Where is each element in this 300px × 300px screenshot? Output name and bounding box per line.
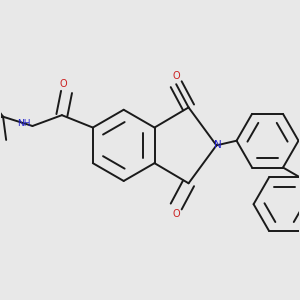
Text: O: O xyxy=(172,71,180,82)
Text: NH: NH xyxy=(17,119,31,128)
Text: O: O xyxy=(172,209,180,219)
Text: N: N xyxy=(214,140,222,150)
Text: O: O xyxy=(60,79,67,89)
